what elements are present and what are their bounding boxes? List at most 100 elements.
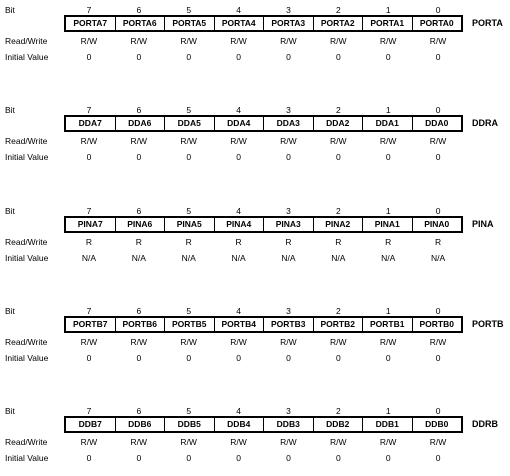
bit-number: 7: [86, 5, 92, 15]
bit-number: 0: [435, 406, 441, 416]
read-write-label: Read/Write: [5, 237, 48, 247]
bit-name: DDA7: [78, 118, 102, 128]
bit-name: PINA3: [263, 218, 313, 231]
initial-value-label: Initial Value: [5, 353, 49, 363]
bit-name: PORTB7: [73, 319, 108, 329]
bit-number: 0: [435, 105, 441, 115]
access-value: R/W: [280, 136, 297, 146]
access-value: R: [335, 237, 342, 247]
access-value: R: [235, 237, 242, 247]
bit-name: DDB7: [78, 419, 102, 429]
bit-name: PORTA0: [411, 17, 462, 30]
bit-number: 0: [435, 5, 441, 15]
bit-number-row: 7 6 5 4 3 2 1 0: [64, 105, 463, 115]
bit-number: 5: [186, 206, 192, 216]
bit-name: DDB2: [312, 418, 363, 431]
access-value: R: [185, 237, 192, 247]
access-value: R/W: [330, 337, 347, 347]
bit-number: 6: [136, 5, 142, 15]
bit-number: 5: [186, 105, 192, 115]
bit-number-row: 7 6 5 4 3 2 1 0: [64, 206, 463, 216]
initial-value: 0: [236, 152, 241, 162]
access-value: R/W: [130, 337, 148, 347]
initial-value-row: 0 0 0 0 0 0 0 0: [64, 52, 463, 62]
register-bits-box: DDB7 DDB6 DDB5 DDB4 DDB3 DDB2 DDB1 DDB0: [64, 416, 463, 433]
initial-value: 0: [136, 52, 142, 62]
bit-number: 1: [385, 306, 391, 316]
access-value: R/W: [230, 437, 247, 447]
register-bits-box: DDA7 DDA6 DDA5 DDA4 DDA3 DDA2 DDA1 DDA0: [64, 115, 463, 132]
access-value: R/W: [180, 337, 197, 347]
bit-number: 4: [236, 5, 241, 15]
initial-value: 0: [186, 353, 192, 363]
bit-name: DDA2: [312, 117, 363, 130]
access-value: R/W: [80, 337, 98, 347]
bit-name: PORTA1: [362, 17, 412, 30]
bit-name: DDB3: [263, 418, 313, 431]
bit-number: 2: [335, 206, 341, 216]
access-value: R/W: [429, 337, 447, 347]
bit-number: 2: [335, 306, 341, 316]
bit-label: Bit: [5, 206, 15, 216]
bit-name: DDA1: [362, 117, 412, 130]
bit-name: DDA0: [411, 117, 462, 130]
register-table-pina: Bit 7 6 5 4 3 2 1 0 PINA7 PINA6 PINA5 PI…: [0, 206, 510, 276]
initial-value: N/A: [430, 253, 446, 263]
initial-value: 0: [385, 52, 391, 62]
bit-number: 4: [236, 105, 241, 115]
initial-value: 0: [335, 353, 341, 363]
register-table-ddra: Bit 7 6 5 4 3 2 1 0 DDA7 DDA6 DDA5 DDA4 …: [0, 105, 510, 175]
initial-value: 0: [86, 453, 92, 463]
initial-value: N/A: [381, 253, 396, 263]
access-value: R/W: [230, 36, 247, 46]
initial-value: 0: [335, 453, 341, 463]
bit-name: DDB0: [411, 418, 462, 431]
bit-name: PORTA6: [114, 17, 165, 30]
initial-value: 0: [435, 152, 441, 162]
bit-name: PORTA3: [263, 17, 313, 30]
initial-value: 0: [385, 453, 391, 463]
bit-number: 7: [86, 406, 92, 416]
register-name: DDRB: [472, 419, 498, 429]
initial-value: 0: [435, 353, 441, 363]
bit-number-row: 7 6 5 4 3 2 1 0: [64, 306, 463, 316]
bit-number: 2: [335, 406, 341, 416]
bit-name: DDB4: [213, 418, 264, 431]
register-table-porta: Bit 7 6 5 4 3 2 1 0 PORTA7 PORTA6 PORTA5…: [0, 5, 510, 75]
bit-name: PORTA7: [73, 18, 108, 28]
bit-name: DDA6: [114, 117, 165, 130]
initial-value: 0: [186, 453, 192, 463]
bit-name: PORTB6: [114, 318, 165, 331]
initial-value: 0: [86, 52, 92, 62]
access-value: R/W: [80, 136, 98, 146]
bit-number: 3: [286, 105, 291, 115]
bit-name: PINA4: [213, 218, 264, 231]
initial-value: 0: [385, 152, 391, 162]
initial-value: 0: [435, 453, 441, 463]
initial-value-row: 0 0 0 0 0 0 0 0: [64, 152, 463, 162]
access-value: R/W: [379, 437, 397, 447]
register-name: PORTB: [472, 319, 504, 329]
register-bits-box: PORTA7 PORTA6 PORTA5 PORTA4 PORTA3 PORTA…: [64, 15, 463, 32]
initial-value: 0: [335, 52, 341, 62]
initial-value: N/A: [131, 253, 146, 263]
bit-name: PINA0: [411, 218, 462, 231]
bit-label: Bit: [5, 5, 15, 15]
access-value: R/W: [429, 136, 447, 146]
bit-name: DDA4: [213, 117, 264, 130]
initial-value-row: 0 0 0 0 0 0 0 0: [64, 453, 463, 463]
access-row: R R R R R R R R: [64, 237, 463, 247]
register-table-portb: Bit 7 6 5 4 3 2 1 0 PORTB7 PORTB6 PORTB5…: [0, 306, 510, 376]
bit-number: 5: [186, 306, 192, 316]
bit-number: 5: [186, 5, 192, 15]
bit-number: 0: [435, 206, 441, 216]
bit-number: 1: [385, 206, 391, 216]
initial-value: 0: [286, 453, 291, 463]
register-bits-box: PORTB7 PORTB6 PORTB5 PORTB4 PORTB3 PORTB…: [64, 316, 463, 333]
initial-value-label: Initial Value: [5, 152, 49, 162]
bit-name: PINA7: [77, 219, 103, 229]
access-value: R/W: [379, 136, 397, 146]
initial-value-label: Initial Value: [5, 253, 49, 263]
initial-value-label: Initial Value: [5, 453, 49, 463]
bit-number: 7: [86, 105, 92, 115]
